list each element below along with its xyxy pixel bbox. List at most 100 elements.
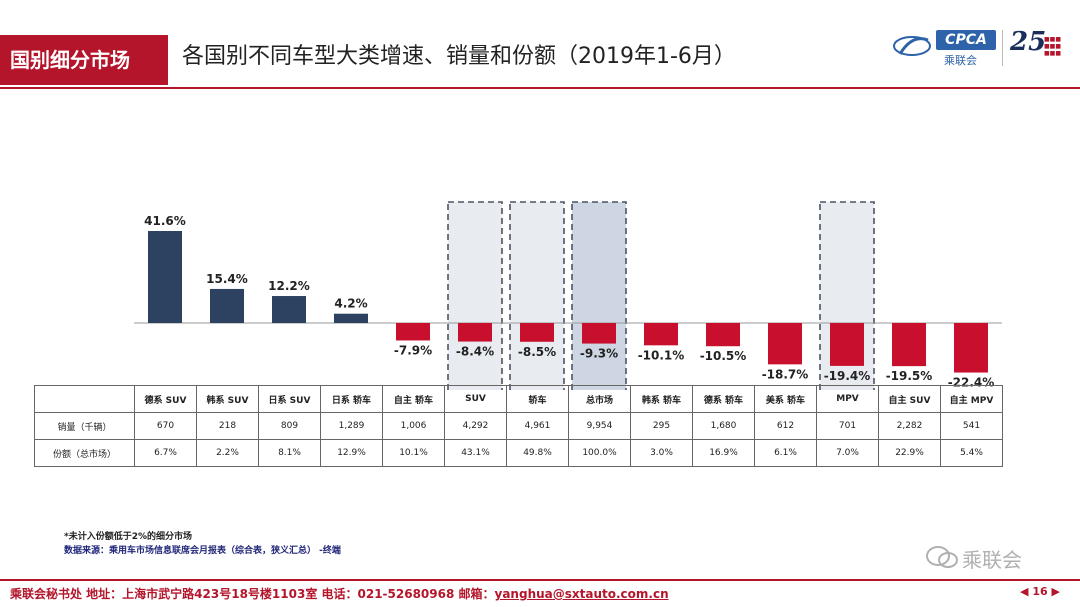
share-cell: 5.4%	[940, 439, 1003, 467]
bar	[210, 288, 244, 323]
cpca-logo-icon	[893, 36, 931, 56]
wechat-icon	[926, 546, 958, 568]
highlight-box	[447, 201, 503, 390]
section-tag: 国别细分市场	[0, 35, 168, 85]
category-label: 德系 轿车	[692, 385, 755, 413]
bar-value-label: -8.4%	[456, 345, 494, 359]
bar	[520, 323, 554, 342]
sales-cell: 670	[134, 412, 197, 440]
sales-cell: 4,292	[444, 412, 507, 440]
category-label: 自主 MPV	[940, 385, 1003, 413]
table-corner-cell	[34, 385, 135, 413]
bar-value-label: -19.4%	[824, 369, 871, 383]
sales-cell: 541	[940, 412, 1003, 440]
share-cell: 7.0%	[816, 439, 879, 467]
table-row-share: 份额（总市场） 6.7% 2.2% 8.1% 12.9% 10.1% 43.1% 49.8%…	[34, 439, 1003, 467]
sales-cell: 2,282	[878, 412, 941, 440]
cpca-logo-cn: 乘联会	[944, 54, 977, 67]
share-cell: 12.9%	[320, 439, 383, 467]
bar-value-label: -19.5%	[886, 369, 933, 383]
share-cell: 6.7%	[134, 439, 197, 467]
share-cell: 43.1%	[444, 439, 507, 467]
row-label-sales: 销量（千辆）	[34, 412, 135, 440]
wechat-label: 乘联会	[962, 548, 1022, 572]
anniversary-mark-icon: ■■■ ■■■ ■■■	[1044, 36, 1062, 57]
category-label: SUV	[444, 385, 507, 413]
table-row-sales: 销量（千辆） 670 218 809 1,289 1,006 4,292 4,961 9,95…	[34, 412, 1003, 440]
bar	[148, 231, 182, 323]
sales-cell: 1,289	[320, 412, 383, 440]
bar-value-label: -7.9%	[394, 343, 432, 357]
sales-cell: 612	[754, 412, 817, 440]
bar	[706, 323, 740, 347]
title-rule	[0, 87, 1080, 89]
data-source: 数据来源：乘用车市场信息联席会月报表（综合表，狭义汇总） -终端	[64, 546, 341, 556]
growth-bar-chart: 41.6% 15.4% 12.2% 4.2% -7.9% -8.4% -8.5% -9.3% -…	[134, 201, 1002, 390]
next-page-icon[interactable]: ▶	[1051, 585, 1060, 598]
footer-address: 乘联会秘书处 地址：上海市武宁路423号18号楼1103室 电话：021-526…	[10, 585, 669, 602]
sales-cell: 9,954	[568, 412, 631, 440]
sales-share-table: 德系 SUV 韩系 SUV 日系 SUV 日系 轿车 自主 轿车 SUV 轿车 总市场 韩系 轿…	[34, 385, 1003, 467]
bar-value-label: 12.2%	[268, 279, 310, 293]
share-cell: 100.0%	[568, 439, 631, 467]
share-cell: 2.2%	[196, 439, 259, 467]
bar-value-label: 4.2%	[334, 297, 367, 311]
bar-value-label: -9.3%	[580, 347, 618, 361]
share-cell: 8.1%	[258, 439, 321, 467]
footer-rule	[0, 579, 1080, 581]
bar-value-label: -18.7%	[762, 367, 809, 381]
cpca-logo-text: CPCA	[936, 30, 996, 50]
bar-value-label: -8.5%	[518, 345, 556, 359]
category-label: 美系 轿车	[754, 385, 817, 413]
highlight-box	[509, 201, 565, 390]
footnote: *未计入份额低于2%的细分市场	[64, 532, 192, 542]
category-label: 轿车	[506, 385, 569, 413]
bar-value-label: -10.1%	[638, 348, 685, 362]
category-label: 自主 SUV	[878, 385, 941, 413]
category-label: 德系 SUV	[134, 385, 197, 413]
bar-value-label: -10.5%	[700, 349, 747, 363]
footer-email-link[interactable]: yanghua@sxtauto.com.cn	[494, 587, 669, 601]
table-header-row: 德系 SUV 韩系 SUV 日系 SUV 日系 轿车 自主 轿车 SUV 轿车 总市场 韩系 轿…	[34, 385, 1003, 413]
category-label: 日系 轿车	[320, 385, 383, 413]
bar	[830, 323, 864, 366]
category-label: 自主 轿车	[382, 385, 445, 413]
bar	[768, 323, 802, 365]
share-cell: 10.1%	[382, 439, 445, 467]
bar	[334, 313, 368, 323]
bar	[458, 323, 492, 342]
sales-cell: 295	[630, 412, 693, 440]
share-cell: 3.0%	[630, 439, 693, 467]
bar	[892, 323, 926, 367]
anniversary-logo: 25	[1010, 27, 1047, 57]
logo-divider	[1002, 30, 1003, 66]
share-cell: 49.8%	[506, 439, 569, 467]
sales-cell: 809	[258, 412, 321, 440]
category-label: 日系 SUV	[258, 385, 321, 413]
share-cell: 16.9%	[692, 439, 755, 467]
category-label: 总市场	[568, 385, 631, 413]
page-number: 16	[1032, 585, 1048, 598]
prev-page-icon[interactable]: ◀	[1020, 585, 1029, 598]
share-cell: 6.1%	[754, 439, 817, 467]
category-label: 韩系 SUV	[196, 385, 259, 413]
sales-cell: 701	[816, 412, 879, 440]
bar	[272, 296, 306, 323]
sales-cell: 1,680	[692, 412, 755, 440]
highlight-box	[571, 201, 627, 390]
slide-title: 各国别不同车型大类增速、销量和份额（2019年1-6月）	[182, 44, 736, 69]
sales-cell: 218	[196, 412, 259, 440]
bar	[396, 323, 430, 341]
bar	[644, 323, 678, 346]
bar-value-label: 41.6%	[144, 214, 186, 228]
pager: ◀ 16 ▶	[1020, 585, 1060, 598]
category-label: MPV	[816, 385, 879, 413]
footer-address-text: 乘联会秘书处 地址：上海市武宁路423号18号楼1103室 电话：021-526…	[10, 587, 495, 601]
category-label: 韩系 轿车	[630, 385, 693, 413]
sales-cell: 4,961	[506, 412, 569, 440]
sales-cell: 1,006	[382, 412, 445, 440]
row-label-share: 份额（总市场）	[34, 439, 135, 467]
bar	[954, 323, 988, 373]
bar-value-label: 15.4%	[206, 272, 248, 286]
share-cell: 22.9%	[878, 439, 941, 467]
